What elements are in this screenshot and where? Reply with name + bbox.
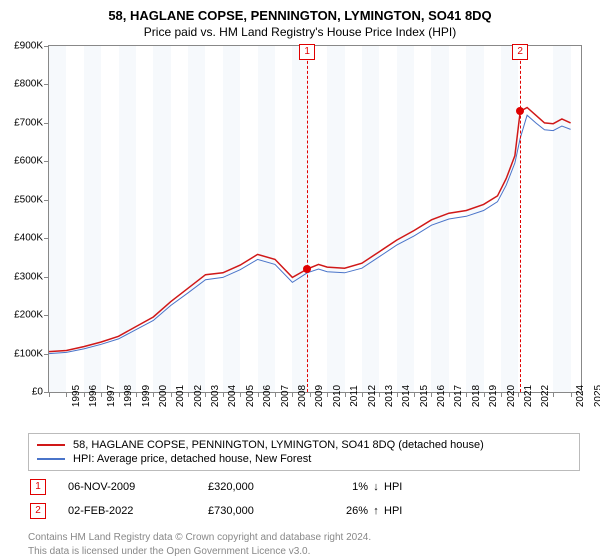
marker-line-2 (520, 46, 521, 392)
footer-line-1: Contains HM Land Registry data © Crown c… (28, 531, 580, 545)
legend-swatch (37, 444, 65, 446)
marker-dot-2 (516, 107, 524, 115)
sale-pct: 26% (308, 505, 368, 517)
x-tick (171, 392, 172, 397)
x-tick (66, 392, 67, 397)
y-axis-label: £300K (14, 271, 43, 282)
footer: Contains HM Land Registry data © Crown c… (28, 531, 580, 559)
y-axis-label: £200K (14, 310, 43, 321)
legend-label: 58, HAGLANE COPSE, PENNINGTON, LYMINGTON… (73, 439, 484, 451)
x-tick (223, 392, 224, 397)
x-tick (258, 392, 259, 397)
x-tick (397, 392, 398, 397)
legend-swatch (37, 458, 65, 460)
y-axis-label: £600K (14, 156, 43, 167)
x-tick (292, 392, 293, 397)
y-axis-label: £500K (14, 194, 43, 205)
series-hpi (49, 115, 571, 353)
sale-vs: HPI (384, 481, 424, 493)
y-tick (44, 238, 49, 239)
plot-region: £0£100K£200K£300K£400K£500K£600K£700K£80… (48, 45, 582, 393)
sales-list: 1 06-NOV-2009£320,0001%↓HPI 2 02-FEB-2022£7… (28, 479, 580, 519)
footer-line-2: This data is licensed under the Open Gov… (28, 545, 580, 559)
x-tick (205, 392, 206, 397)
y-axis-label: £100K (14, 348, 43, 359)
legend-row: 58, HAGLANE COPSE, PENNINGTON, LYMINGTON… (37, 438, 571, 452)
x-tick (553, 392, 554, 397)
y-axis-label: £400K (14, 233, 43, 244)
sale-arrow-icon: ↓ (368, 481, 384, 493)
x-tick (84, 392, 85, 397)
legend: 58, HAGLANE COPSE, PENNINGTON, LYMINGTON… (28, 433, 580, 471)
y-tick (44, 161, 49, 162)
y-tick (44, 200, 49, 201)
sale-marker: 1 (30, 479, 46, 495)
x-tick (449, 392, 450, 397)
sale-vs: HPI (384, 505, 424, 517)
marker-line-1 (307, 46, 308, 392)
chart-container: 58, HAGLANE COPSE, PENNINGTON, LYMINGTON… (0, 0, 600, 560)
x-tick (101, 392, 102, 397)
x-tick (484, 392, 485, 397)
x-tick (345, 392, 346, 397)
chart-area: £0£100K£200K£300K£400K£500K£600K£700K£80… (48, 45, 580, 391)
x-tick (153, 392, 154, 397)
x-tick (136, 392, 137, 397)
sale-price: £730,000 (208, 505, 308, 517)
x-tick (275, 392, 276, 397)
y-axis-label: £0 (32, 387, 43, 398)
x-tick (466, 392, 467, 397)
x-tick (571, 392, 572, 397)
y-axis-label: £900K (14, 41, 43, 52)
y-tick (44, 277, 49, 278)
y-axis-label: £800K (14, 79, 43, 90)
x-tick (188, 392, 189, 397)
x-tick (518, 392, 519, 397)
x-tick (501, 392, 502, 397)
sale-row: 2 02-FEB-2022£730,00026%↑HPI (28, 503, 580, 519)
y-tick (44, 84, 49, 85)
y-tick (44, 315, 49, 316)
sale-price: £320,000 (208, 481, 308, 493)
sale-date: 06-NOV-2009 (68, 481, 208, 493)
sale-arrow-icon: ↑ (368, 505, 384, 517)
marker-flag-1: 1 (299, 44, 315, 60)
marker-dot-1 (303, 265, 311, 273)
x-tick (414, 392, 415, 397)
x-tick (379, 392, 380, 397)
legend-label: HPI: Average price, detached house, New … (73, 453, 311, 465)
sale-pct: 1% (308, 481, 368, 493)
y-tick (44, 354, 49, 355)
below-chart: 58, HAGLANE COPSE, PENNINGTON, LYMINGTON… (28, 433, 580, 559)
x-tick (119, 392, 120, 397)
y-tick (44, 46, 49, 47)
x-tick (327, 392, 328, 397)
y-axis-label: £700K (14, 117, 43, 128)
series-property (49, 108, 571, 352)
legend-row: HPI: Average price, detached house, New … (37, 452, 571, 466)
x-tick (240, 392, 241, 397)
x-tick (362, 392, 363, 397)
x-tick (310, 392, 311, 397)
chart-title: 58, HAGLANE COPSE, PENNINGTON, LYMINGTON… (0, 0, 600, 23)
sale-marker: 2 (30, 503, 46, 519)
chart-subtitle: Price paid vs. HM Land Registry's House … (0, 23, 600, 45)
x-tick (49, 392, 50, 397)
sale-date: 02-FEB-2022 (68, 505, 208, 517)
sale-row: 1 06-NOV-2009£320,0001%↓HPI (28, 479, 580, 495)
x-axis-label: 2022 (518, 385, 551, 407)
marker-flag-2: 2 (512, 44, 528, 60)
x-axis-label: 2025 (571, 385, 600, 407)
chart-lines (49, 46, 581, 392)
y-tick (44, 123, 49, 124)
x-tick (431, 392, 432, 397)
